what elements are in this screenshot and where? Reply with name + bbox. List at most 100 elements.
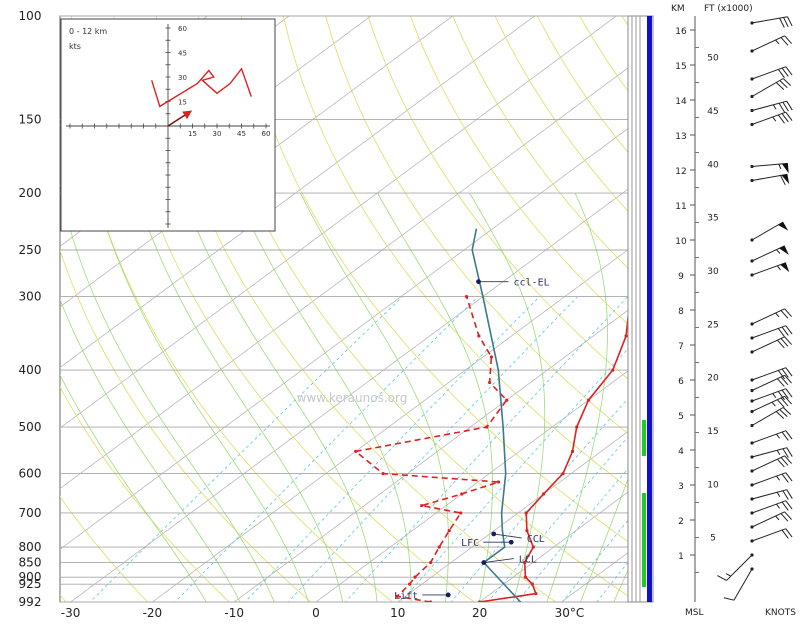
barb-feather [780, 175, 786, 186]
barb-feather [779, 80, 788, 89]
ft-tick-label: 45 [707, 107, 718, 117]
ft-tick-label: 20 [707, 374, 719, 384]
pressure-tick-label: 600 [19, 467, 42, 481]
dewpoint-point [459, 511, 463, 515]
km-tick-label: 14 [675, 97, 687, 107]
temperature-point [531, 545, 535, 549]
barb-base [750, 94, 754, 99]
km-tick-label: 10 [675, 237, 687, 247]
level-point [481, 560, 487, 565]
dry-adiabat [60, 386, 230, 602]
ft-tick-label: 10 [707, 480, 719, 490]
temperature-point [611, 368, 615, 372]
hodograph-inset: 0 - 12 km kts 15 30 45 60 15 30 45 60 [60, 18, 276, 232]
wind-barb [750, 173, 790, 186]
barb-shaft [751, 367, 786, 381]
moist-adiabat [181, 192, 378, 602]
barb-shaft [751, 245, 785, 262]
storm-motion-vector [167, 110, 193, 127]
barb-feather [780, 397, 789, 407]
barb-base [750, 108, 754, 113]
temperature-point [541, 492, 546, 496]
moist-adiabat [579, 477, 628, 602]
barb-feather [781, 368, 789, 378]
barb-base [750, 553, 754, 557]
isotherm [478, 491, 628, 602]
level-point [445, 592, 451, 598]
temperature-tick-label: 20 [472, 606, 487, 620]
isotherm [151, 249, 628, 602]
barb-feather [785, 528, 793, 538]
temperature-point [523, 560, 527, 565]
barb-feather [784, 511, 792, 520]
ft-tick-label: 30 [707, 267, 719, 277]
pressure-tick-label: 150 [19, 113, 42, 127]
temperature-tick-label: 30°C [555, 606, 585, 620]
pressure-tick-label: 200 [19, 186, 42, 200]
barb-base [750, 423, 754, 428]
hodograph-y-tick-label: 60 [178, 25, 187, 33]
moist-adiabat [469, 192, 546, 602]
km-tick-label: 9 [678, 272, 684, 282]
wind-barb [750, 35, 792, 53]
barb-half-feather [776, 433, 780, 439]
moisture-bar [647, 16, 652, 602]
dewpoint-point [428, 600, 433, 602]
barb-shaft [751, 336, 785, 353]
barb-base [750, 469, 754, 473]
pressure-tick-label: 900 [19, 570, 42, 584]
temperature-tick-label: 10 [390, 606, 405, 620]
moist-adiabat [95, 192, 309, 602]
moist-adiabat [300, 192, 449, 602]
wind-barb [750, 367, 793, 382]
hodograph-x-tick-label: 30 [213, 130, 222, 138]
barb-half-feather [776, 249, 781, 254]
barb-feather [784, 374, 792, 384]
barb-feather [777, 69, 785, 79]
temperature-point [524, 511, 528, 515]
temperature-point [586, 398, 591, 402]
hodograph-title: 0 - 12 km [69, 27, 107, 36]
barb-shaft [751, 66, 786, 80]
level-label: LCL [519, 555, 537, 566]
ft-tick-label: 15 [707, 427, 718, 437]
moist-adiabat [60, 192, 275, 602]
barb-half-feather [776, 475, 780, 481]
level-point [508, 539, 514, 545]
temperature-tick-label: -30 [61, 606, 81, 620]
barb-feather [777, 339, 785, 349]
wind-barb [723, 567, 754, 601]
profile-strips [627, 15, 654, 603]
pressure-tick-label: 300 [19, 290, 42, 304]
temperature-line [479, 309, 628, 602]
barb-base [750, 455, 754, 459]
barb-feather [775, 82, 785, 91]
dry-adiabat [730, 0, 800, 617]
hodograph-y-tick-label: 15 [178, 99, 187, 107]
barb-feather [785, 367, 793, 377]
barb-shaft [751, 100, 787, 111]
pressure-tick-label: 700 [19, 506, 42, 520]
wind-barb [750, 245, 789, 263]
moisture-bar-segment-1 [642, 420, 646, 456]
barb-feather [785, 66, 793, 76]
barb-feather [782, 407, 792, 416]
barb-shaft [751, 528, 786, 542]
barb-feather [784, 308, 792, 317]
dewpoint-point [460, 492, 464, 496]
pressure-tick-label: 500 [19, 420, 42, 434]
barb-feather [785, 500, 793, 510]
dewpoint-point [477, 334, 481, 338]
temperature-tick-label: 0 [312, 606, 320, 620]
barb-base [750, 399, 754, 403]
wind-barb [750, 500, 793, 515]
dry-adiabat [771, 0, 800, 617]
pressure-tick-label: 850 [19, 556, 42, 570]
barb-half-feather [776, 503, 780, 509]
barb-feather [777, 391, 785, 401]
barb-feather [782, 448, 789, 458]
